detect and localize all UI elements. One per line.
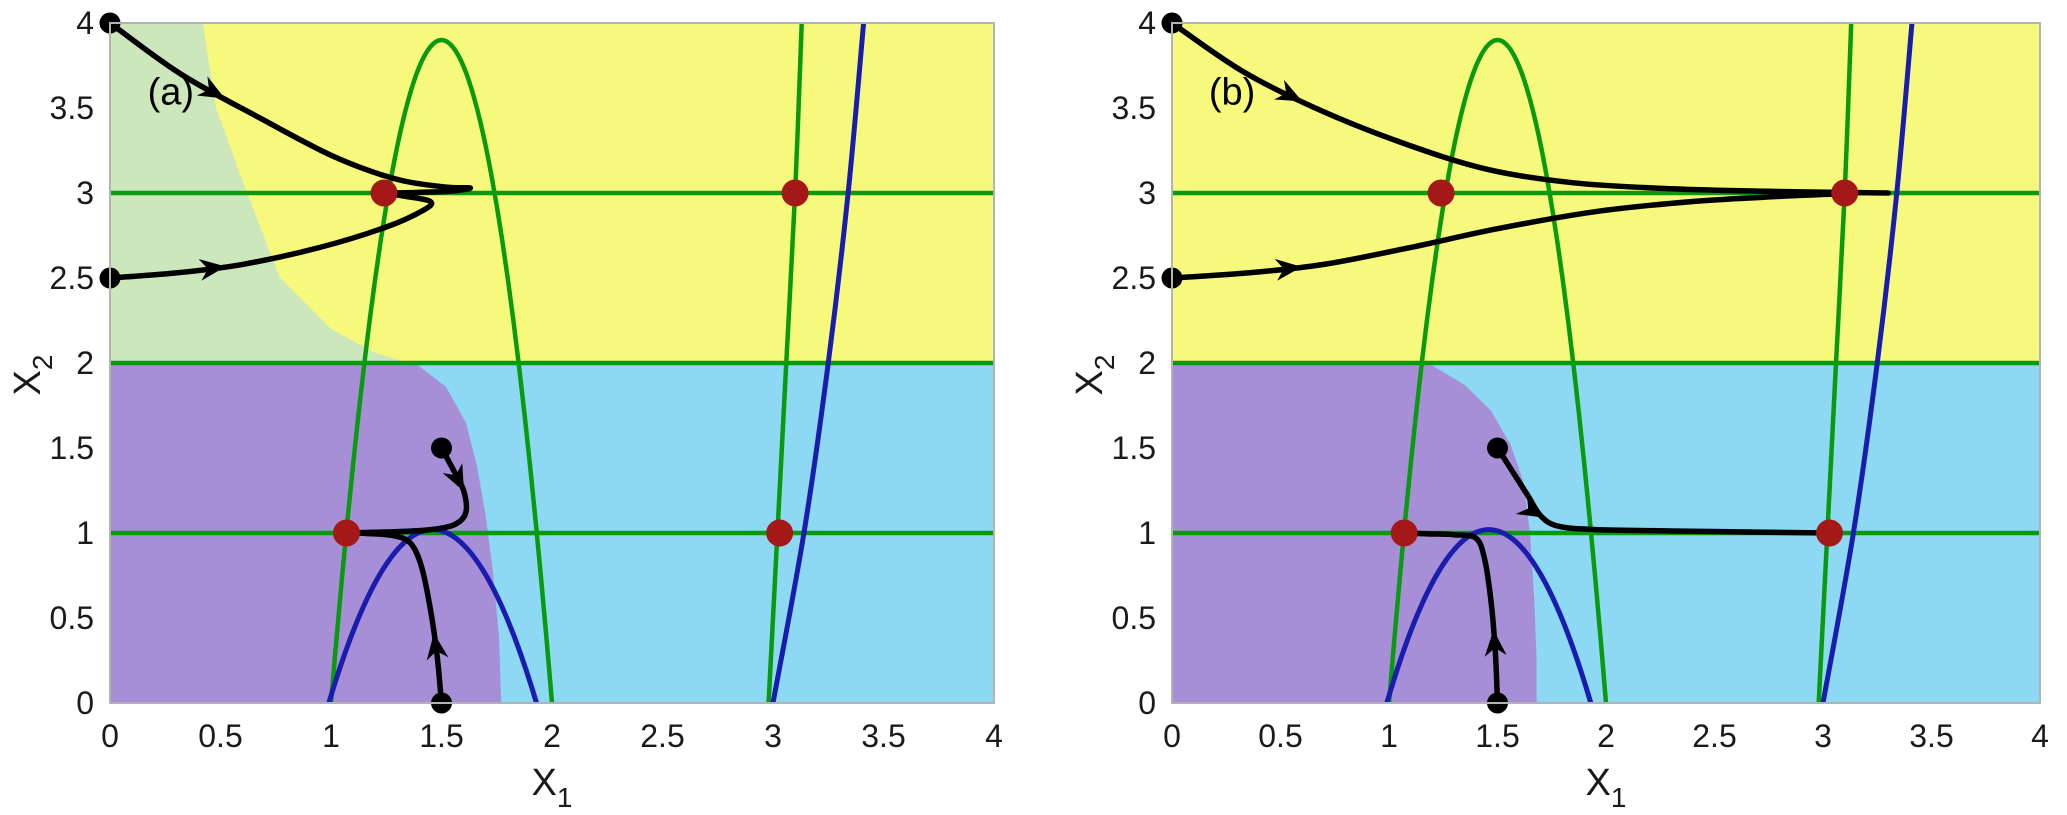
- y-tick-label: 2.5: [1112, 260, 1156, 296]
- x-tick-label: 2: [543, 718, 561, 754]
- panel-b: 0 0.5 1 1.5 2 2.5 3 3.5 4 0 0.5 1 1.5 2 2.5 3 3.5 4 X1 X2 (b…: [1069, 5, 2049, 813]
- green-nullcline-right-branch: [766, 22, 804, 704]
- y-tick-label: 3: [1138, 175, 1156, 211]
- light-green-basin-region: [110, 23, 409, 363]
- y-axis-label: X2: [1069, 355, 1120, 396]
- y-tick-label: 2.5: [50, 260, 94, 296]
- trajectory-4: [345, 530, 445, 706]
- x-tick-label: 2: [1597, 718, 1615, 754]
- trajectory-1: [1169, 20, 1891, 196]
- x-tick-label: 0.5: [1258, 718, 1302, 754]
- fixed-point: [1831, 179, 1859, 207]
- y-tick-label: 3.5: [50, 90, 94, 126]
- x-axis-label: X1: [1586, 762, 1627, 813]
- fixed-point: [1427, 179, 1455, 207]
- panel-label: (a): [148, 72, 194, 114]
- x-tick-label: 2.5: [1692, 718, 1736, 754]
- y-tick-label: 4: [76, 5, 94, 41]
- y-tick-label: 1: [1138, 515, 1156, 551]
- flow-arrowhead: [1515, 494, 1544, 518]
- x-tick-label: 3.5: [861, 718, 905, 754]
- trajectory-3: [1494, 445, 1833, 536]
- fixed-point: [1390, 519, 1418, 547]
- y-tick-label: 1: [76, 515, 94, 551]
- fixed-point: [781, 179, 809, 207]
- y-tick-label: 0.5: [1112, 600, 1156, 636]
- y-tick-label: 0: [1138, 685, 1156, 721]
- flow-arrowhead: [1274, 258, 1302, 281]
- y-tick-label: 2: [1138, 345, 1156, 381]
- y-tick-label: 1.5: [1112, 430, 1156, 466]
- x-tick-label: 1.5: [1475, 718, 1519, 754]
- trajectory-1: [107, 20, 473, 196]
- trajectory-2: [1169, 191, 1844, 281]
- blue-nullcline-right-branch: [770, 22, 867, 704]
- axes-frame: [1171, 22, 2041, 704]
- x-tick-label: 3: [1814, 718, 1832, 754]
- green-nullcline-parabola: [1386, 37, 1609, 704]
- fixed-point: [370, 179, 398, 207]
- x-tick-label: 2.5: [640, 718, 684, 754]
- y-tick-label: 3: [76, 175, 94, 211]
- x-tick-label: 0.5: [198, 718, 242, 754]
- x-tick-label: 1: [322, 718, 340, 754]
- flow-arrowhead: [1484, 629, 1507, 657]
- x-tick-label: 3.5: [1909, 718, 1953, 754]
- panel-label: (b): [1209, 72, 1255, 114]
- trajectory-start-dot: [1487, 437, 1508, 459]
- x-axis-label: X1: [532, 762, 573, 813]
- x-tick-label: 1: [1380, 718, 1398, 754]
- panel-a: 0 0.5 1 1.5 2 2.5 3 3.5 4 0 0.5 1 1.5 2 2.5 3 3.5 4 X1 X2 (a…: [7, 5, 1003, 813]
- fixed-point: [766, 519, 794, 547]
- flow-arrowhead: [198, 258, 226, 281]
- blue-nullcline-parabola: [1384, 527, 1594, 704]
- flow-arrowhead: [196, 76, 225, 99]
- y-tick-label: 2: [76, 345, 94, 381]
- axes-frame: [109, 22, 995, 704]
- flow-arrowhead: [1274, 79, 1303, 102]
- x-tick-label: 0: [1163, 718, 1181, 754]
- y-tick-label: 3.5: [1112, 90, 1156, 126]
- x-tick-label: 1.5: [419, 718, 463, 754]
- y-axis-label: X2: [7, 355, 58, 396]
- trajectory-2: [107, 190, 435, 281]
- fixed-point: [1816, 519, 1844, 547]
- y-tick-label: 4: [1138, 5, 1156, 41]
- blue-nullcline-right-branch: [1820, 22, 1915, 704]
- x-tick-label: 0: [101, 718, 119, 754]
- fixed-point: [332, 519, 360, 547]
- trajectory-start-dot: [431, 437, 452, 459]
- flow-arrowhead: [442, 463, 465, 492]
- x-tick-label: 3: [764, 718, 782, 754]
- green-nullcline-parabola: [328, 37, 555, 704]
- y-tick-label: 0: [76, 685, 94, 721]
- x-tick-label: 4: [985, 718, 1003, 754]
- y-tick-label: 1.5: [50, 430, 94, 466]
- green-nullcline-right-branch: [1816, 22, 1854, 704]
- flow-arrowhead: [426, 633, 449, 661]
- y-tick-label: 0.5: [50, 600, 94, 636]
- x-tick-label: 4: [2031, 718, 2049, 754]
